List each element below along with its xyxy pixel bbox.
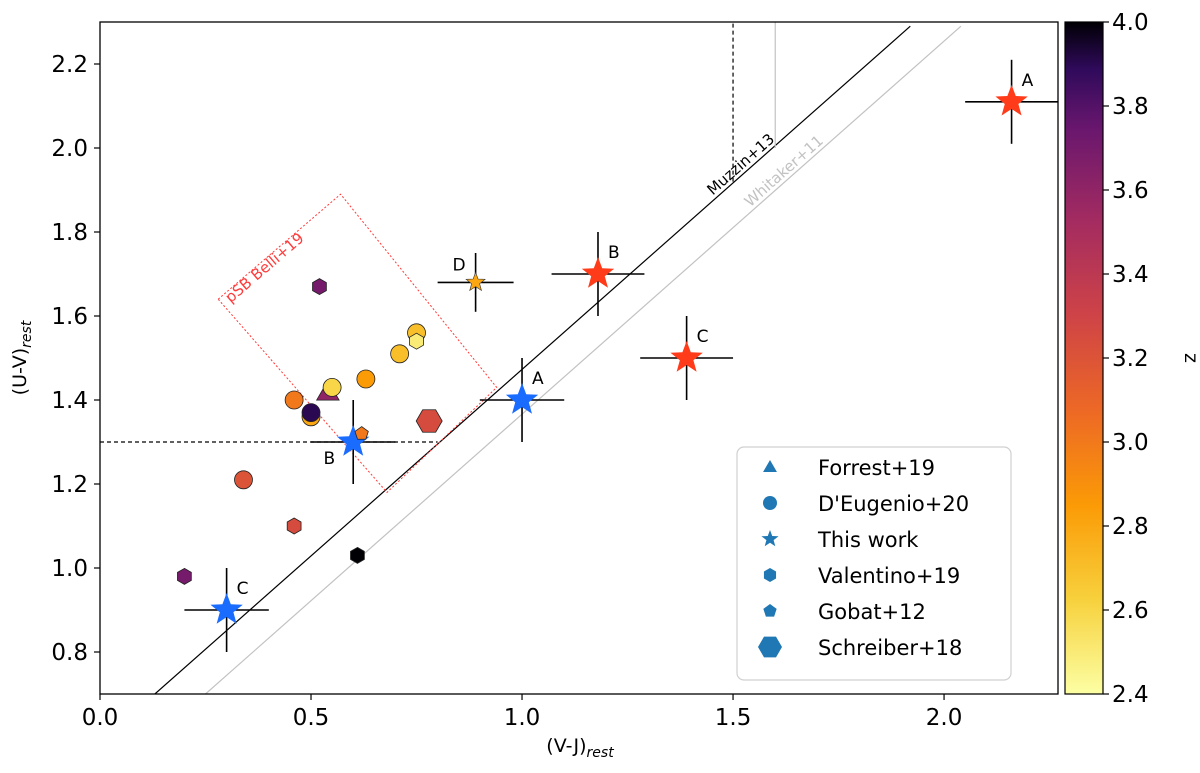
d-eugenio-20-point (322, 377, 342, 397)
colorbar-gradient (1064, 21, 1104, 695)
y-axis-label: (U-V)rest (9, 320, 35, 395)
axes: 0.0 0.5 1.0 1.5 2.0 0.8 1.0 1.2 1.4 1.6 1.8 2.0 2.2 (51, 52, 962, 731)
legend-marker-forrest-19 (763, 460, 777, 472)
d-eugenio-20-point (234, 470, 253, 490)
y-tick-label: 1.8 (51, 220, 88, 246)
this-work-point (337, 425, 370, 456)
colorbar-tick-label: 3.8 (1112, 94, 1149, 120)
this-work-point (670, 341, 703, 372)
legend-label-schreiber-18: Schreiber+18 (818, 636, 962, 660)
line-whitaker-11 (205, 25, 962, 694)
psb-region-box (217, 193, 498, 494)
d-eugenio-20-point (356, 369, 376, 389)
y-tick-label: 0.8 (51, 640, 88, 666)
psb-region (217, 193, 498, 494)
plot-frame (99, 21, 1059, 695)
colorbar: z 2.4 2.6 2.8 3.0 3.2 3.4 3.6 3.8 4.0 (1064, 10, 1200, 708)
x-axis-label: (V-J)rest (546, 735, 614, 761)
legend-box (736, 446, 1012, 681)
this-work-point-label: D (453, 255, 466, 275)
this-work-point-label: B (324, 449, 336, 469)
this-work-point-label: C (237, 579, 249, 599)
this-work-point-label: A (532, 369, 544, 389)
valentino-19-point (409, 332, 424, 350)
x-tick-label: 2.0 (926, 705, 963, 731)
legend-label-forrest-19: Forrest+19 (818, 456, 935, 480)
this-work-point (465, 271, 486, 292)
x-tick-label: 0.5 (293, 705, 330, 731)
this-work-point-label: C (697, 327, 709, 347)
d-eugenio-20-point (390, 344, 410, 364)
colorbar-tick-label: 2.6 (1112, 598, 1149, 624)
this-work-point (995, 84, 1028, 116)
y-tick-label: 1.6 (51, 304, 88, 330)
valentino-19-point (312, 278, 327, 296)
data-points (177, 59, 1058, 652)
colorbar-label: z (1180, 353, 1200, 363)
this-work-point (581, 257, 615, 288)
colorbar-tick-label: 2.8 (1112, 514, 1149, 540)
d-eugenio-20-point (301, 403, 321, 423)
y-tick-label: 2.0 (51, 136, 88, 162)
this-work-point (505, 383, 539, 414)
legend-label-gobat-12: Gobat+12 (818, 600, 926, 624)
psb-region-label: pSB Belli+19 (222, 229, 308, 306)
this-work-point-label: B (608, 243, 620, 263)
y-tick-label: 1.4 (51, 388, 88, 414)
valentino-19-point (350, 546, 365, 564)
valentino-19-point (286, 517, 302, 535)
colorbar-tick-label: 4.0 (1112, 10, 1149, 36)
colorbar-tick-label: 3.4 (1112, 262, 1149, 288)
x-tick-label: 1.0 (504, 705, 541, 731)
gobat-12-point (354, 426, 369, 440)
colorbar-tick-label: 3.6 (1112, 178, 1149, 204)
schreiber-18-point (415, 409, 443, 433)
legend: Forrest+19 D'Eugenio+20 This work Valentino… (736, 446, 1012, 681)
legend-marker-valentino-19 (763, 568, 777, 582)
legend-marker-this-work (761, 530, 779, 547)
this-work-point-label: A (1022, 71, 1034, 91)
d-eugenio-20-point (284, 390, 304, 410)
x-tick-label: 0.0 (82, 705, 119, 731)
colorbar-tick-label: 3.2 (1112, 346, 1149, 372)
y-tick-label: 1.0 (51, 556, 88, 582)
y-tick-label: 2.2 (51, 52, 88, 78)
y-tick-label: 1.2 (51, 472, 88, 498)
legend-label-valentino-19: Valentino+19 (818, 564, 960, 588)
legend-label-this-work: This work (817, 528, 919, 552)
legend-marker-schreiber-18 (758, 636, 782, 658)
valentino-19-point (177, 567, 192, 585)
colorbar-tick-label: 2.4 (1112, 682, 1149, 708)
colorbar-tick-label: 3.0 (1112, 430, 1149, 456)
legend-marker-gobat-12 (763, 604, 777, 617)
line-muzzin-13 (154, 25, 911, 694)
this-work-point (210, 593, 243, 624)
legend-marker-d-eugenio-20 (763, 496, 777, 510)
legend-label-d-eugenio-20: D'Eugenio+20 (818, 492, 969, 516)
x-tick-label: 1.5 (715, 705, 752, 731)
